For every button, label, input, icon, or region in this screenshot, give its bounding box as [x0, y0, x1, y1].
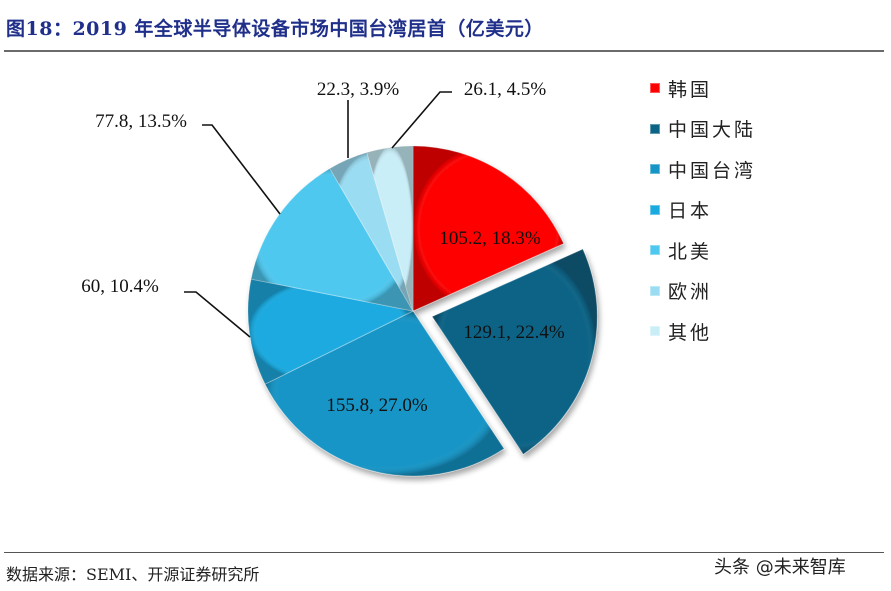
legend-label: 韩国: [668, 78, 713, 101]
data-label: 26.1, 4.5%: [464, 79, 547, 100]
legend: 韩国 中国大陆 中国台湾 日本 北美 欧洲 其他: [650, 68, 756, 352]
legend-swatch-icon: [650, 204, 660, 215]
pie-slice-bevel: [413, 146, 564, 311]
legend-swatch-icon: [650, 326, 660, 337]
chart-title: 图18：2019 年全球半导体设备市场中国台湾居首（亿美元）: [6, 18, 544, 40]
legend-swatch-icon: [650, 285, 660, 296]
data-label: 129.1, 22.4%: [463, 322, 565, 343]
pie-slice-bevel: [432, 249, 598, 455]
pie-slices: [247, 145, 598, 477]
legend-item-japan: 日本: [650, 190, 756, 231]
leader-line: [202, 124, 281, 215]
data-label: 60, 10.4%: [81, 276, 159, 297]
data-labels: 105.2, 18.3% 129.1, 22.4% 155.8, 27.0% 60, …: [81, 79, 565, 416]
data-label: 22.3, 3.9%: [317, 79, 400, 100]
legend-label: 其他: [668, 321, 713, 344]
data-label: 105.2, 18.3%: [439, 228, 541, 249]
data-label: 155.8, 27.0%: [326, 395, 428, 416]
footer-divider: [4, 552, 884, 553]
data-label: 77.8, 13.5%: [95, 111, 187, 132]
legend-label: 中国台湾: [668, 159, 757, 182]
pie-slice-bevel: [329, 152, 413, 311]
legend-swatch-icon: [650, 83, 660, 94]
legend-swatch-icon: [650, 164, 660, 175]
legend-item-china-mainland: 中国大陆: [650, 109, 756, 150]
pie-slice-bevel: [366, 146, 413, 311]
legend-label: 北美: [668, 240, 713, 263]
legend-item-other: 其他: [650, 311, 756, 352]
title-divider: [4, 50, 884, 52]
leader-lines: [184, 91, 452, 338]
legend-item-north-america: 北美: [650, 230, 756, 271]
legend-label: 欧洲: [668, 281, 713, 304]
legend-swatch-icon: [650, 123, 660, 134]
legend-item-china-taiwan: 中国台湾: [650, 149, 756, 190]
legend-label: 日本: [668, 200, 713, 223]
leader-line: [184, 291, 251, 338]
watermark: 头条 @未来智库: [712, 553, 848, 579]
pie-slice-bevel: [248, 279, 413, 385]
leader-line: [391, 91, 452, 149]
legend-item-europe: 欧洲: [650, 271, 756, 312]
legend-label: 中国大陆: [668, 119, 757, 142]
pie-slice-bevel: [265, 311, 505, 476]
data-source: 数据来源：SEMI、开源证券研究所: [6, 565, 260, 584]
legend-item-korea: 韩国: [650, 68, 756, 109]
pie-slice-bevel: [251, 168, 413, 311]
legend-swatch-icon: [650, 245, 660, 256]
